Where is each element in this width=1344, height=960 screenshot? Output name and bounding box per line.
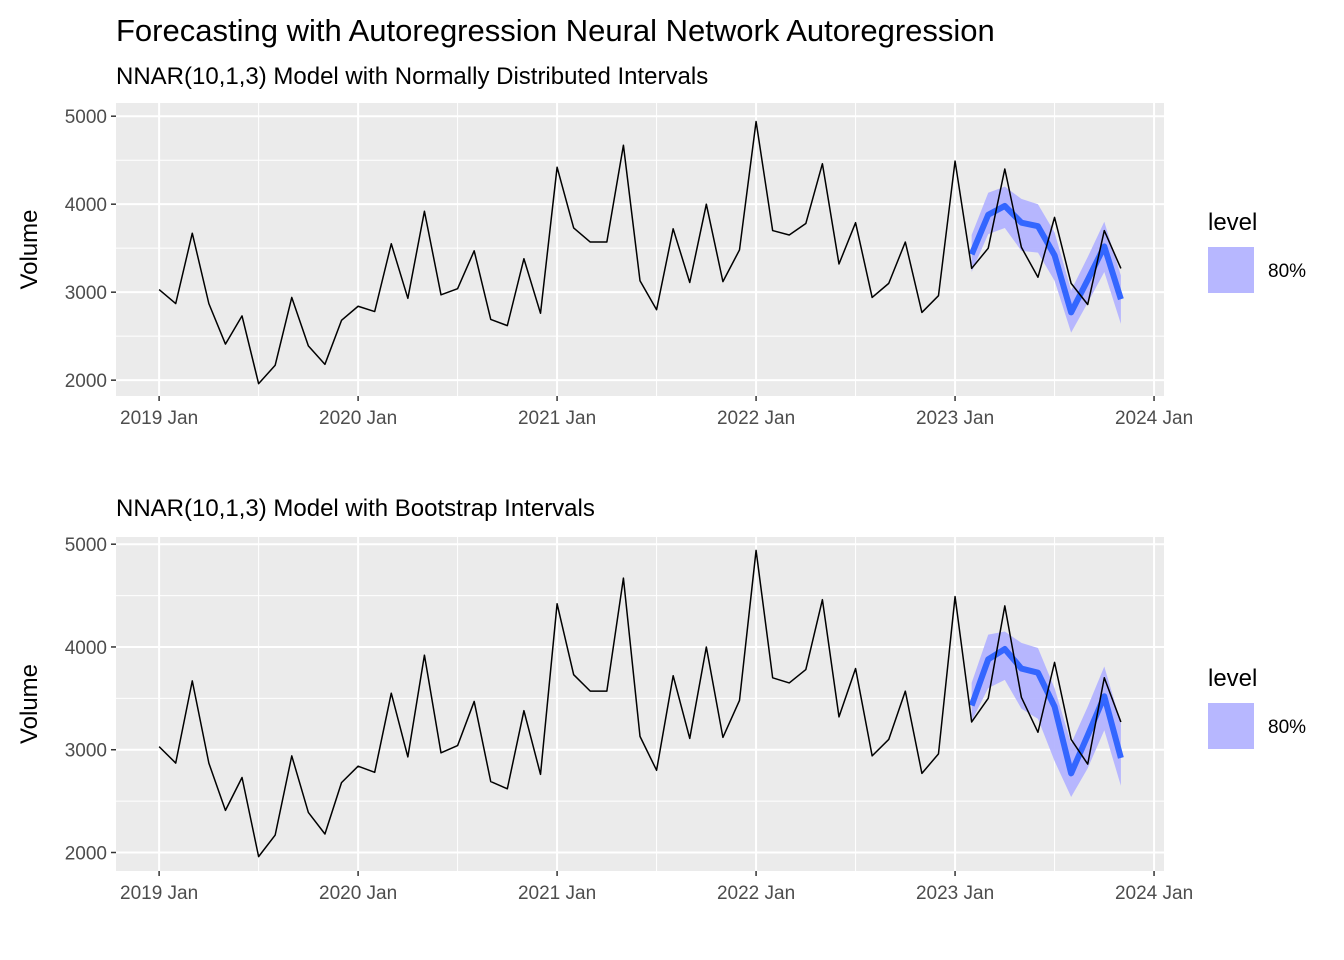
figure-title: Forecasting with Autoregression Neural N…: [116, 13, 995, 48]
y-tick-label: 5000: [65, 107, 107, 128]
y-tick-label: 2000: [65, 844, 107, 865]
y-tick-label: 3000: [65, 283, 107, 304]
legend-key-80: [1208, 247, 1254, 293]
legend-label-80: 80%: [1268, 261, 1306, 282]
x-tick-label: 2020 Jan: [319, 408, 397, 429]
x-tick-label: 2019 Jan: [120, 408, 198, 429]
x-tick-label: 2023 Jan: [916, 883, 994, 904]
y-tick-label: 4000: [65, 638, 107, 659]
x-tick-label: 2019 Jan: [120, 883, 198, 904]
x-tick-label: 2022 Jan: [717, 883, 795, 904]
legend: level 80%: [1208, 665, 1306, 749]
legend: level 80%: [1208, 209, 1306, 293]
x-tick-label: 2020 Jan: [319, 883, 397, 904]
x-tick-label: 2021 Jan: [518, 408, 596, 429]
prediction-interval-80: [971, 186, 1121, 333]
legend-title: level: [1208, 209, 1257, 236]
chart-subtitle: NNAR(10,1,3) Model with Bootstrap Interv…: [116, 495, 595, 522]
plot-background: [116, 103, 1164, 396]
y-axis-title: Volume: [16, 209, 43, 289]
chart-panel-1: NNAR(10,1,3) Model with Normally Distrib…: [16, 63, 1306, 429]
plot-background: [116, 537, 1164, 871]
x-tick-label: 2024 Jan: [1115, 408, 1193, 429]
chart-panels: NNAR(10,1,3) Model with Normally Distrib…: [16, 63, 1306, 904]
x-tick-label: 2024 Jan: [1115, 883, 1193, 904]
legend-title: level: [1208, 665, 1257, 692]
prediction-interval-80: [971, 631, 1121, 798]
actual-series-line: [158, 120, 1122, 385]
x-tick-label: 2021 Jan: [518, 883, 596, 904]
chart-subtitle: NNAR(10,1,3) Model with Normally Distrib…: [116, 63, 708, 90]
y-tick-label: 3000: [65, 741, 107, 762]
y-axis-title: Volume: [16, 664, 43, 744]
y-tick-label: 4000: [65, 195, 107, 216]
chart-panel-2: NNAR(10,1,3) Model with Bootstrap Interv…: [16, 495, 1306, 904]
actual-series-line: [158, 549, 1122, 858]
legend-key-80: [1208, 703, 1254, 749]
x-tick-label: 2022 Jan: [717, 408, 795, 429]
x-tick-label: 2023 Jan: [916, 408, 994, 429]
y-tick-label: 5000: [65, 535, 107, 556]
legend-label-80: 80%: [1268, 717, 1306, 738]
y-tick-label: 2000: [65, 371, 107, 392]
